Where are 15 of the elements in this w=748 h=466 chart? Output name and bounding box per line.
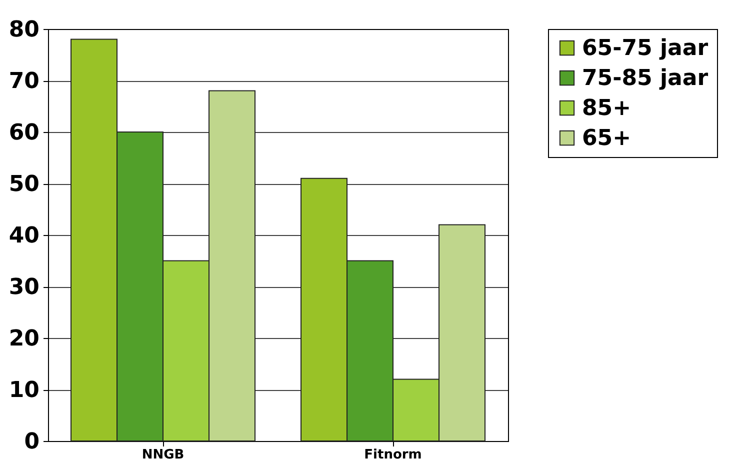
y-tick-label: 60 [8, 120, 40, 146]
y-tick-label: 50 [8, 172, 40, 197]
y-tick-label: 0 [24, 430, 40, 454]
y-tick-label: 30 [8, 275, 40, 300]
x-tick-label: Fitnorm [364, 448, 422, 462]
x-tick-label: NNGB [142, 448, 184, 462]
y-tick-label: 80 [8, 18, 40, 42]
legend-label: 75-85 jaar [582, 66, 708, 91]
legend-label: 65-75 jaar [582, 36, 708, 61]
y-tick-label: 70 [8, 69, 40, 94]
legend-label: 85+ [582, 96, 632, 121]
y-tick-label: 40 [8, 224, 40, 248]
y-tick-label: 20 [8, 326, 40, 352]
y-tick-label: 10 [8, 378, 40, 403]
legend-label: 65+ [582, 126, 632, 151]
